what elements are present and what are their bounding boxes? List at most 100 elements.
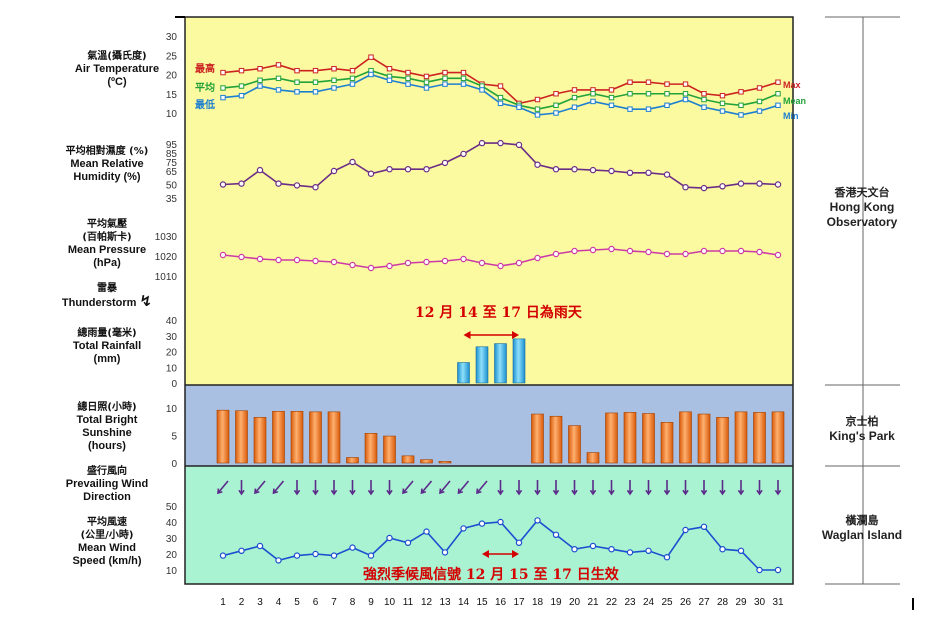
x-tick-label: 3 — [257, 597, 263, 608]
wind-direction-arrowhead — [589, 489, 597, 496]
humidity-point — [626, 169, 634, 176]
x-tick-label: 15 — [476, 597, 488, 608]
y-tick-label: 1020 — [155, 252, 178, 263]
rainfall-label: 總雨量(毫米) Total Rainfall (mm) — [52, 327, 162, 366]
y-tick-label: 20 — [166, 348, 178, 359]
station-kings-park: 京士柏 King's Park — [812, 414, 912, 444]
temp-min-point — [479, 87, 485, 93]
temp-mean-point — [331, 77, 337, 83]
wind-speed-point — [571, 546, 578, 553]
pressure-point — [534, 254, 541, 262]
wind-direction-arrow — [254, 480, 266, 494]
wind-direction-arrowhead — [272, 488, 279, 495]
sunshine-bar — [309, 411, 322, 464]
temp-legend-min_cn: 最低 — [195, 98, 215, 111]
x-tick-label: 7 — [331, 597, 337, 608]
pressure-point — [774, 251, 782, 259]
y-tick-label: 15 — [166, 90, 178, 101]
temp-mean-point — [571, 94, 578, 101]
pressure-point — [682, 250, 689, 258]
y-tick-label: 10 — [166, 363, 178, 374]
sunshine-bar — [642, 413, 655, 464]
wind-speed-point — [682, 526, 689, 534]
y-tick-label: 25 — [166, 51, 178, 62]
y-tick-label: 30 — [166, 534, 178, 545]
x-tick-label: 24 — [643, 597, 655, 608]
temp-min-point — [331, 85, 337, 91]
wind-direction-arrowhead — [238, 489, 245, 496]
pressure-point — [663, 250, 671, 258]
wind-direction-arrow — [217, 480, 229, 494]
y-tick-label: 95 — [166, 140, 178, 151]
x-tick-label: 23 — [624, 597, 636, 608]
sunshine-bar — [420, 459, 433, 464]
wind-speed-point — [441, 549, 449, 556]
signal-period-arrowhead — [512, 550, 519, 558]
temp-min-point — [775, 102, 781, 108]
station-kp-cn: 京士柏 — [845, 415, 879, 428]
pressure-point — [367, 264, 375, 272]
temp-max-point — [534, 96, 541, 103]
wind-direction-arrow — [476, 480, 488, 494]
wind-direction-arrowhead — [552, 489, 560, 496]
pressure-point — [386, 262, 393, 270]
temp-max-point — [368, 54, 374, 60]
humidity-point — [497, 139, 504, 147]
temp-min-point — [368, 71, 374, 78]
wind-direction-arrowhead — [608, 489, 615, 496]
humidity-label: 平均相對濕度 (%) Mean Relative Humidity (%) — [52, 145, 162, 184]
temperature-unit: (ºC) — [107, 76, 127, 88]
temp-min-point — [608, 102, 615, 108]
temp-mean-point — [442, 75, 448, 82]
temp-min-point — [460, 81, 467, 87]
temp-min-point — [497, 100, 504, 107]
humidity-point — [700, 184, 708, 192]
wind-direction-arrowhead — [737, 489, 745, 496]
signal-period-arrowhead — [482, 550, 489, 558]
humidity-point — [219, 181, 227, 188]
temp-mean-point — [719, 100, 726, 107]
pressure-point — [700, 247, 708, 255]
temp-max-point — [386, 66, 393, 72]
monsoon-signal-note: 強烈季候風信號 12 月 15 至 17 日生效 — [363, 567, 619, 583]
pressure-label-en1: Mean Pressure — [67, 244, 147, 256]
temperature-label: 氣溫(攝氏度) Air Temperature (ºC) — [62, 50, 172, 89]
wind-direction-arrowhead — [645, 489, 652, 496]
sunshine-bar — [605, 412, 618, 464]
temp-max-point — [682, 81, 689, 87]
humidity-point — [386, 165, 393, 173]
sunshine-label-en1: Total Bright — [76, 414, 138, 426]
temp-mean-point — [349, 75, 356, 82]
pressure-point — [515, 259, 523, 267]
y-tick-label: 85 — [166, 149, 178, 160]
sunshine-bar — [753, 412, 766, 464]
panel-hko — [185, 17, 793, 385]
temp-mean-point — [756, 98, 763, 105]
wind-direction-arrowhead — [254, 488, 260, 495]
temp-mean-point — [738, 102, 744, 108]
sunshine-bar — [216, 409, 230, 464]
humidity-point — [312, 183, 319, 191]
x-tick-label: 25 — [661, 597, 673, 608]
rain-days-note: 12 月 14 至 17 日為雨天 — [415, 305, 582, 321]
sunshine-bar — [771, 411, 785, 464]
temp-mean-point — [608, 94, 615, 101]
temp-min-point — [349, 81, 356, 87]
x-tick-label: 9 — [368, 597, 374, 608]
wind-direction-label-en2: Direction — [83, 491, 131, 503]
y-tick-label: 1030 — [155, 232, 178, 243]
temp-min-point — [220, 94, 226, 101]
station-hko-cn: 香港天文台 — [834, 186, 890, 199]
humidity-point — [238, 180, 245, 187]
wind-speed-point — [238, 547, 245, 555]
wind-direction-arrow — [420, 480, 433, 494]
humidity-point — [682, 183, 689, 191]
pressure-point — [312, 257, 319, 265]
temp-max-point — [738, 89, 744, 95]
wind-direction-arrowhead — [534, 489, 541, 496]
station-hko-en2: Observatory — [826, 215, 898, 229]
temp-mean-point — [682, 91, 689, 97]
x-tick-label: 2 — [239, 597, 245, 608]
rainfall-label-cn: 總雨量(毫米) — [77, 328, 137, 339]
wind-speed-point — [756, 566, 763, 574]
